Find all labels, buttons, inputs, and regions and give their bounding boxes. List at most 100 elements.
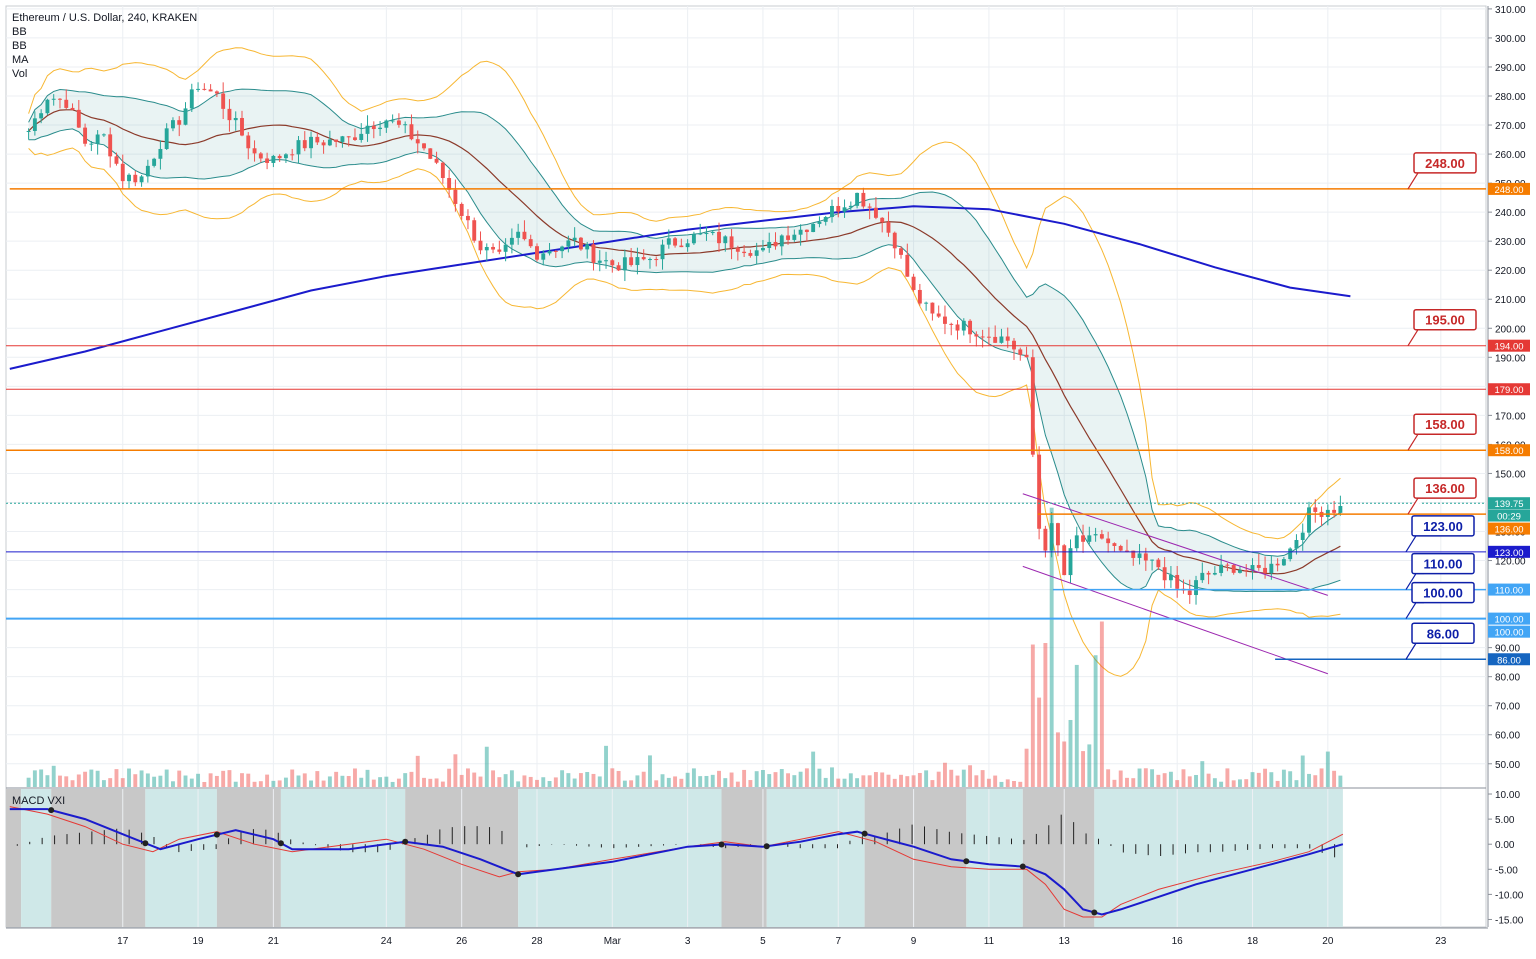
candle-body xyxy=(1068,548,1073,576)
callout-box xyxy=(1413,152,1477,174)
bb-outer-lower xyxy=(28,147,1341,677)
volume-bar xyxy=(604,745,608,787)
candle-body xyxy=(804,229,809,233)
volume-bar xyxy=(717,770,721,787)
candle-body xyxy=(139,176,144,183)
candle-body xyxy=(830,205,834,218)
volume-bar xyxy=(1194,774,1198,787)
candle-body xyxy=(95,134,100,144)
callout-86.00[interactable]: 86.00 xyxy=(1405,622,1475,660)
price-tick-label: 260.00 xyxy=(1495,150,1526,161)
volume-bar xyxy=(917,772,922,787)
candle-body xyxy=(1238,570,1242,573)
candle-body xyxy=(629,257,634,266)
candle-body xyxy=(76,109,81,128)
volume-bar xyxy=(1131,778,1136,787)
macd-band-2 xyxy=(51,789,146,927)
callout-158.00[interactable]: 158.00 xyxy=(1407,413,1477,451)
macd-tick-label: 5.00 xyxy=(1495,815,1515,826)
candle-body xyxy=(1288,548,1293,560)
candle-body xyxy=(39,113,44,119)
candle-body xyxy=(811,223,816,233)
candle-body xyxy=(917,289,922,304)
callout-box xyxy=(1413,477,1477,499)
volume-bar xyxy=(955,775,960,787)
time-tick-label: 23 xyxy=(1435,936,1447,947)
volume-bar xyxy=(221,770,226,787)
callout-195.00[interactable]: 195.00 xyxy=(1407,308,1477,347)
price-badge-label: 100.00 xyxy=(1494,628,1523,639)
volume-bar xyxy=(290,769,295,787)
macd-cross-dot xyxy=(515,871,522,878)
candle-body xyxy=(1231,565,1236,573)
candle-body xyxy=(729,236,734,248)
candle-body xyxy=(936,313,941,317)
volume-bar xyxy=(89,769,94,787)
candle-body xyxy=(735,247,740,252)
legend-ma[interactable]: MA xyxy=(12,54,29,66)
bb-inner-upper xyxy=(28,88,1341,557)
volume-bar xyxy=(842,778,847,787)
volume-bar xyxy=(936,771,941,787)
candle-body xyxy=(1168,574,1173,581)
candle-body xyxy=(509,237,514,245)
volume-bar xyxy=(365,769,370,787)
callout-100.00[interactable]: 100.00 xyxy=(1405,581,1475,619)
price-tick-label: 310.00 xyxy=(1495,5,1526,16)
candle-body xyxy=(616,265,621,271)
callout-box xyxy=(1411,552,1475,575)
candle-body xyxy=(265,158,270,163)
macd-cross-dot xyxy=(718,841,725,848)
volume-bar xyxy=(1118,770,1123,787)
bb-basis xyxy=(28,109,1341,575)
volume-bar xyxy=(1319,768,1324,787)
legend-bb-2[interactable]: BB xyxy=(12,40,27,52)
candle-body xyxy=(798,229,803,235)
volume-bar xyxy=(459,774,464,787)
legend-bb-1[interactable]: BB xyxy=(12,26,27,38)
volume-bar xyxy=(1005,779,1010,787)
candle-body xyxy=(823,217,828,222)
volume-bar xyxy=(535,779,539,787)
volume-bar xyxy=(1281,769,1286,787)
candle-body xyxy=(120,163,125,182)
candle-body xyxy=(767,241,772,248)
candle-body xyxy=(836,205,841,212)
callout-123.00[interactable]: 123.00 xyxy=(1405,515,1475,553)
volume-bar xyxy=(246,773,251,787)
candle-body xyxy=(415,139,420,144)
candle-body xyxy=(378,127,383,130)
volume-bar xyxy=(466,768,470,787)
volume-bar xyxy=(1030,644,1035,787)
candle-body xyxy=(1081,535,1085,542)
candle-body xyxy=(622,257,627,271)
candle-body xyxy=(710,231,715,234)
candle-body xyxy=(1332,509,1337,513)
volume-bar xyxy=(522,775,527,787)
volume-bar xyxy=(1162,773,1167,787)
volume-bar xyxy=(503,774,508,787)
candle-body xyxy=(1137,553,1142,558)
candle-body xyxy=(164,128,169,149)
volume-bar xyxy=(748,780,753,787)
volume-bar xyxy=(371,779,376,787)
callout-110.00[interactable]: 110.00 xyxy=(1405,552,1475,590)
legend-vol[interactable]: Vol xyxy=(12,68,28,80)
volume-bar xyxy=(145,773,150,787)
candle-body xyxy=(133,174,138,183)
candle-body xyxy=(233,117,238,121)
candle-body xyxy=(83,127,88,144)
volume-bar xyxy=(673,776,678,787)
candle-body xyxy=(522,231,527,240)
candle-body xyxy=(1244,570,1249,572)
candle-body xyxy=(1187,590,1192,596)
candle-body xyxy=(1281,559,1286,566)
price-tick-label: 190.00 xyxy=(1495,353,1526,364)
volume-bar xyxy=(1037,697,1042,787)
macd-cross-dot xyxy=(963,858,970,865)
callout-248.00[interactable]: 248.00 xyxy=(1407,152,1477,190)
volume-bar xyxy=(786,773,790,787)
volume-bar xyxy=(227,770,232,787)
callout-136.00[interactable]: 136.00 xyxy=(1407,477,1477,515)
